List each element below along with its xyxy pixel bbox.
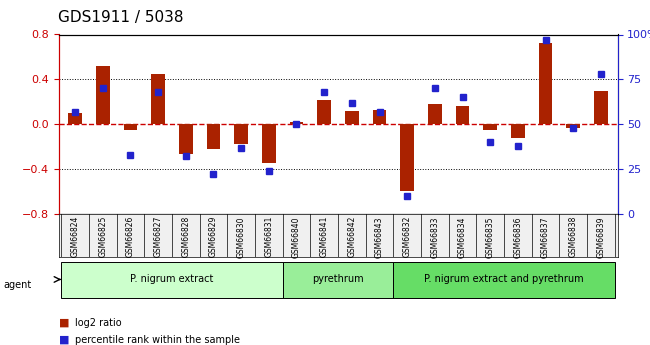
Text: GSM66843: GSM66843 [375,216,384,258]
Text: GSM66837: GSM66837 [541,216,550,258]
Text: GSM66843: GSM66843 [375,216,384,257]
Bar [317,99,331,124]
Bar [456,106,469,124]
Text: GDS1911 / 5038: GDS1911 / 5038 [58,10,184,25]
Text: agent: agent [3,280,31,289]
Bar [207,124,220,149]
Text: GSM66832: GSM66832 [403,216,411,257]
Text: P. nigrum extract: P. nigrum extract [130,275,214,284]
Text: GSM66829: GSM66829 [209,216,218,257]
Bar [96,66,110,124]
Bar [124,124,137,130]
Bar [594,90,608,124]
Text: log2 ratio: log2 ratio [75,318,122,328]
Bar [68,113,82,124]
Text: GSM66835: GSM66835 [486,216,495,258]
Bar [345,111,359,124]
Text: GSM66831: GSM66831 [265,216,273,257]
Text: GSM66833: GSM66833 [430,216,439,258]
Text: GSM66824: GSM66824 [71,216,79,257]
Bar [151,74,165,124]
FancyBboxPatch shape [393,262,615,298]
Text: ■: ■ [58,318,69,328]
Text: GSM66827: GSM66827 [153,216,162,257]
Text: GSM66830: GSM66830 [237,216,246,257]
Text: GSM66839: GSM66839 [597,216,605,257]
Text: GSM66832: GSM66832 [403,216,411,257]
Text: GSM66836: GSM66836 [514,216,523,258]
FancyBboxPatch shape [283,262,393,298]
Text: ■: ■ [58,335,69,345]
Bar [179,124,192,155]
Text: GSM66825: GSM66825 [98,216,107,257]
Text: GSM66829: GSM66829 [209,216,218,257]
Text: GSM66840: GSM66840 [292,216,301,257]
Bar [484,124,497,130]
Text: GSM66834: GSM66834 [458,216,467,257]
Text: GSM66834: GSM66834 [458,216,467,258]
Text: GSM66836: GSM66836 [514,216,523,257]
Text: GSM66827: GSM66827 [153,216,162,257]
Text: GSM66838: GSM66838 [569,216,578,257]
Text: GSM66837: GSM66837 [541,216,550,257]
Bar [262,124,276,164]
Bar [372,110,387,124]
Text: GSM66842: GSM66842 [347,216,356,257]
FancyBboxPatch shape [61,262,283,298]
Text: percentile rank within the sample: percentile rank within the sample [75,335,240,345]
Text: GSM66842: GSM66842 [347,216,356,257]
Text: GSM66826: GSM66826 [126,216,135,257]
Text: GSM66841: GSM66841 [320,216,329,257]
Text: GSM66830: GSM66830 [237,216,246,258]
Text: GSM66831: GSM66831 [265,216,273,257]
Text: GSM66835: GSM66835 [486,216,495,257]
Text: GSM66841: GSM66841 [320,216,329,257]
Text: GSM66826: GSM66826 [126,216,135,257]
Bar [511,124,525,138]
Bar [289,122,304,124]
Bar [428,104,442,124]
Text: P. nigrum extract and pyrethrum: P. nigrum extract and pyrethrum [424,275,584,284]
Text: pyrethrum: pyrethrum [312,275,364,284]
Bar [400,124,414,191]
Bar [234,124,248,144]
Bar [539,43,552,124]
Text: GSM66839: GSM66839 [597,216,605,258]
Text: GSM66828: GSM66828 [181,216,190,257]
Text: GSM66824: GSM66824 [71,216,79,257]
Text: GSM66840: GSM66840 [292,216,301,258]
Bar [566,124,580,128]
Text: GSM66838: GSM66838 [569,216,578,257]
Text: GSM66828: GSM66828 [181,216,190,257]
Text: GSM66825: GSM66825 [98,216,107,257]
Text: GSM66833: GSM66833 [430,216,439,257]
